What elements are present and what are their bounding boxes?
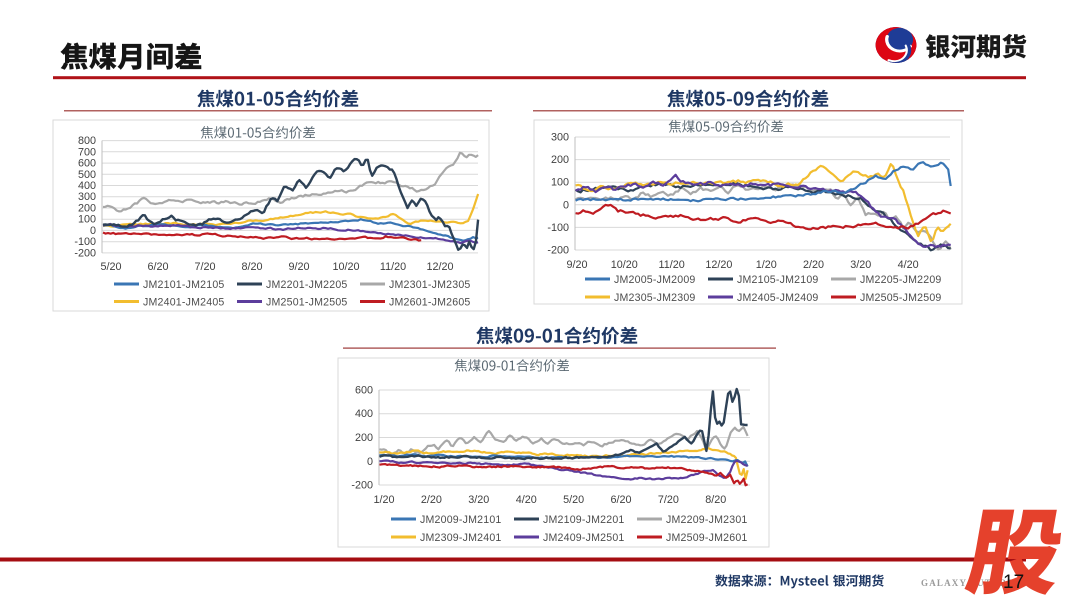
svg-text:5/20: 5/20 [100, 261, 121, 273]
svg-text:12/20: 12/20 [705, 259, 732, 271]
svg-text:6/20: 6/20 [610, 494, 631, 506]
svg-text:17: 17 [1003, 572, 1024, 593]
svg-text:10/20: 10/20 [611, 259, 638, 271]
svg-text:8/20: 8/20 [705, 494, 726, 506]
svg-text:300: 300 [551, 132, 569, 144]
svg-text:700: 700 [78, 146, 96, 158]
svg-text:3/20: 3/20 [468, 494, 489, 506]
svg-text:JM2501-JM2505: JM2501-JM2505 [266, 296, 348, 308]
svg-text:JM2305-JM2309: JM2305-JM2309 [614, 292, 696, 304]
svg-text:200: 200 [78, 203, 96, 215]
svg-text:JM2309-JM2401: JM2309-JM2401 [420, 532, 502, 544]
svg-text:JM2105-JM2109: JM2105-JM2109 [737, 274, 819, 286]
svg-text:9/20: 9/20 [566, 259, 587, 271]
svg-text:JM2205-JM2209: JM2205-JM2209 [860, 274, 942, 286]
svg-text:12/20: 12/20 [426, 261, 453, 273]
svg-text:JM2209-JM2301: JM2209-JM2301 [666, 514, 748, 526]
svg-text:800: 800 [78, 135, 96, 147]
svg-text:JM2009-JM2101: JM2009-JM2101 [420, 514, 502, 526]
svg-text:100: 100 [78, 214, 96, 226]
svg-text:6/20: 6/20 [147, 261, 168, 273]
svg-text:600: 600 [355, 385, 373, 397]
svg-text:600: 600 [78, 158, 96, 170]
svg-text:1/20: 1/20 [756, 259, 777, 271]
svg-text:200: 200 [355, 432, 373, 444]
svg-text:JM2109-JM2201: JM2109-JM2201 [543, 514, 625, 526]
svg-text:1/20: 1/20 [373, 494, 394, 506]
svg-text:JM2005-JM2009: JM2005-JM2009 [614, 274, 696, 286]
svg-text:7/20: 7/20 [658, 494, 679, 506]
svg-text:JM2401-JM2405: JM2401-JM2405 [143, 296, 225, 308]
svg-text:-200: -200 [547, 245, 569, 257]
svg-text:2/20: 2/20 [421, 494, 442, 506]
svg-text:7/20: 7/20 [194, 261, 215, 273]
svg-text:0: 0 [90, 225, 96, 237]
svg-text:200: 200 [551, 154, 569, 166]
svg-text:-200: -200 [351, 480, 373, 492]
svg-text:JM2509-JM2601: JM2509-JM2601 [666, 532, 748, 544]
svg-text:JM2201-JM2205: JM2201-JM2205 [266, 279, 348, 291]
svg-text:0: 0 [563, 199, 569, 211]
svg-text:-100: -100 [547, 222, 569, 234]
svg-text:8/20: 8/20 [241, 261, 262, 273]
svg-text:4/20: 4/20 [898, 259, 919, 271]
svg-text:3/20: 3/20 [850, 259, 871, 271]
svg-text:2/20: 2/20 [803, 259, 824, 271]
svg-text:11/20: 11/20 [658, 259, 684, 271]
svg-text:400: 400 [355, 408, 373, 420]
svg-text:100: 100 [551, 177, 569, 189]
svg-text:4/20: 4/20 [516, 494, 537, 506]
svg-text:5/20: 5/20 [563, 494, 584, 506]
svg-text:10/20: 10/20 [332, 261, 359, 273]
svg-text:-200: -200 [74, 247, 96, 259]
svg-text:JM2601-JM2605: JM2601-JM2605 [389, 296, 471, 308]
svg-text:JM2301-JM2305: JM2301-JM2305 [389, 279, 471, 291]
svg-text:JM2405-JM2409: JM2405-JM2409 [737, 292, 819, 304]
svg-text:JM2409-JM2501: JM2409-JM2501 [543, 532, 625, 544]
svg-text:300: 300 [78, 191, 96, 203]
svg-text:0: 0 [367, 456, 373, 468]
svg-text:-100: -100 [74, 236, 96, 248]
svg-text:JM2505-JM2509: JM2505-JM2509 [860, 292, 942, 304]
svg-text:11/20: 11/20 [380, 261, 406, 273]
svg-text:400: 400 [78, 180, 96, 192]
svg-text:9/20: 9/20 [288, 261, 309, 273]
svg-text:500: 500 [78, 169, 96, 181]
svg-text:JM2101-JM2105: JM2101-JM2105 [143, 279, 225, 291]
